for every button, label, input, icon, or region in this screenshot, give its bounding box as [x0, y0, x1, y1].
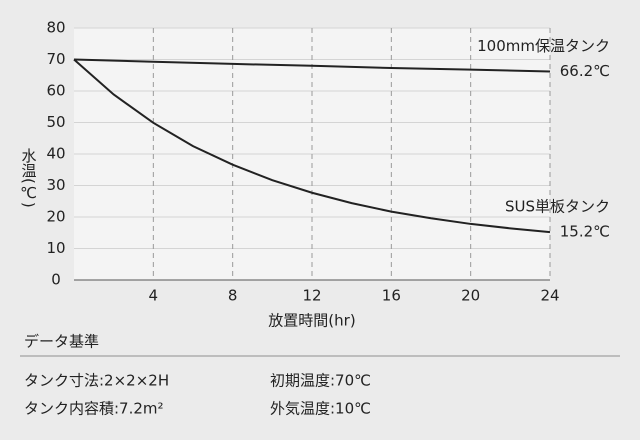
- series-label: 100mm保温タンク: [477, 37, 610, 55]
- y-tick-label: 50: [46, 113, 65, 131]
- basis-item: 外気温度:10℃: [270, 400, 371, 418]
- x-tick-label: 12: [302, 287, 321, 305]
- y-tick-label: 10: [46, 239, 65, 257]
- x-axis-label: 放置時間(hr): [268, 312, 355, 330]
- x-tick-label: 4: [149, 287, 159, 305]
- x-tick-label: 24: [540, 287, 559, 305]
- value-label: 66.2℃: [560, 62, 610, 80]
- basis-item: 初期温度:70℃: [270, 372, 371, 390]
- y-tick-label: 0: [51, 271, 61, 289]
- y-tick-label: 80: [46, 19, 65, 37]
- series-label: SUS単板タンク: [505, 198, 610, 216]
- value-label: 15.2℃: [560, 223, 610, 241]
- y-axis-label: 水温(℃): [20, 148, 38, 208]
- series-line: [73, 58, 551, 234]
- series-line: [73, 58, 551, 73]
- x-tick-label: 8: [228, 287, 238, 305]
- y-tick-label: 30: [46, 176, 65, 194]
- basis-item: タンク寸法:2×2×2H: [24, 372, 169, 390]
- y-tick-label: 70: [46, 50, 65, 68]
- x-tick-label: 16: [382, 287, 401, 305]
- y-tick-label: 20: [46, 208, 65, 226]
- basis-title: データ基準: [24, 333, 99, 351]
- y-tick-label: 60: [46, 82, 65, 100]
- basis-item: タンク内容積:7.2m²: [24, 400, 164, 418]
- y-tick-label: 40: [46, 145, 65, 163]
- x-tick-label: 20: [461, 287, 480, 305]
